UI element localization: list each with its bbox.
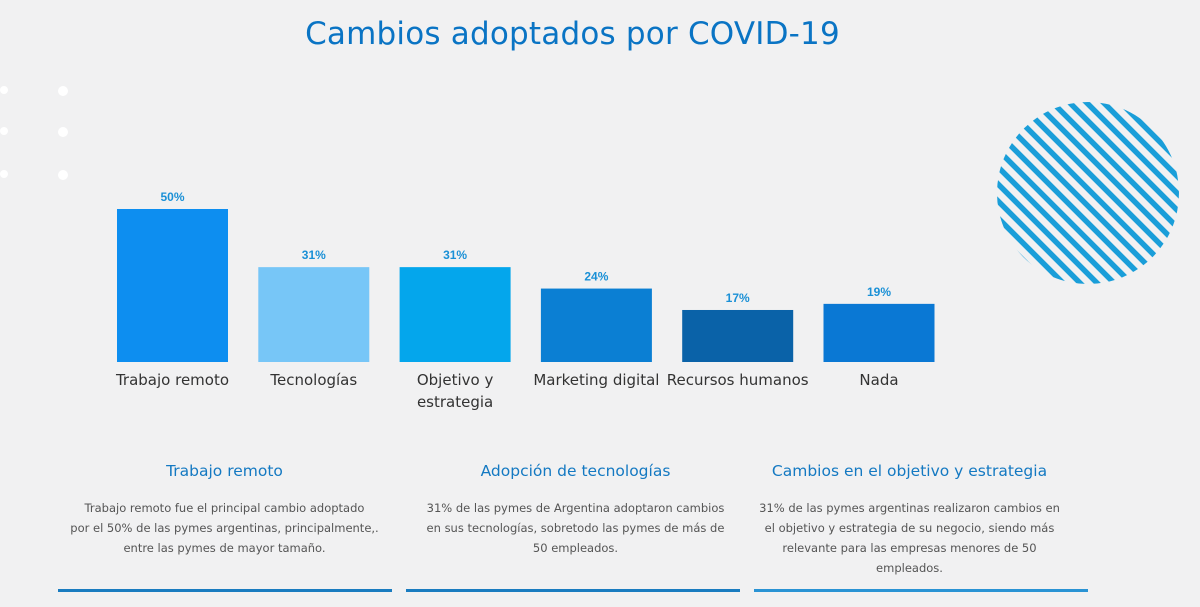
stripe <box>1099 102 1179 284</box>
stripe <box>997 102 1179 284</box>
info-card-line: entre las pymes de mayor tamaño. <box>123 541 326 555</box>
category-label: Recursos humanos <box>667 371 809 389</box>
info-card-heading: Adopción de tecnologías <box>480 462 671 480</box>
category-label: Tecnologías <box>269 371 357 389</box>
info-card-heading: Trabajo remoto <box>166 462 283 480</box>
bar <box>823 303 935 362</box>
bar-chart: 50% Trabajo remoto 31% Tecnologías 31% Objeti… <box>115 190 935 411</box>
stripe <box>997 102 1102 284</box>
info-card-text: 31% de las pymes de Argentina adoptaron … <box>408 498 743 558</box>
stripe <box>997 102 1136 284</box>
bar-value-label: 50% <box>160 190 184 204</box>
info-card-remote: Trabajo remoto Trabajo remoto fue el pri… <box>57 462 392 558</box>
bar-value-label: 31% <box>302 248 326 262</box>
bar <box>117 209 228 362</box>
dot <box>0 170 8 178</box>
category-label: Marketing digital <box>533 371 659 389</box>
category-label: Trabajo remoto <box>115 371 229 389</box>
stripe <box>1031 102 1179 284</box>
divider-line <box>406 589 740 592</box>
category-label: Nada <box>859 371 898 389</box>
stripe <box>997 102 1085 284</box>
info-card-line: 50 empleados. <box>532 541 619 555</box>
info-card-line: el objetivo y estrategia de su negocio, … <box>764 521 1055 535</box>
info-card-line: relevante para las empresas menores de 5… <box>782 541 1037 555</box>
bar-value-label: 24% <box>584 270 608 284</box>
stripe <box>1082 102 1179 284</box>
dot <box>0 86 8 94</box>
info-card-line: en sus tecnologías, sobretodo las pymes … <box>426 521 725 535</box>
dot <box>0 127 8 135</box>
bar-value-label: 31% <box>443 248 467 262</box>
bar <box>258 267 370 362</box>
category-label: Objetivo y estrategia <box>417 371 494 411</box>
chart-title: Cambios adoptados por COVID-19 <box>305 16 840 52</box>
info-card-heading: Cambios en el objetivo y estrategia <box>771 462 1048 480</box>
stripe <box>1048 102 1179 284</box>
info-card-line: por el 50% de las pymes argentinas, prin… <box>70 521 379 535</box>
dot <box>58 170 68 180</box>
info-card-line: 31% de las pymes argentinas realizaron c… <box>759 501 1060 515</box>
info-card-text: Trabajo remoto fue el principal cambio a… <box>57 498 392 558</box>
stripe <box>997 102 1068 284</box>
divider-line <box>754 589 1088 592</box>
bar <box>540 288 652 362</box>
striped-circle-decoration <box>997 102 1179 284</box>
stripe <box>997 102 1153 284</box>
stripe <box>997 102 1119 284</box>
info-card-strategy: Cambios en el objetivo y estrategia 31% … <box>737 462 1082 578</box>
bar-value-label: 19% <box>867 285 891 299</box>
bar <box>682 309 794 362</box>
info-card-line: Trabajo remoto fue el principal cambio a… <box>84 501 365 515</box>
bar <box>399 267 511 362</box>
dot <box>58 86 68 96</box>
bar-value-label: 17% <box>726 291 750 305</box>
info-card-line: empleados. <box>876 561 943 575</box>
stripe <box>1116 102 1179 284</box>
stripe <box>1065 102 1179 284</box>
info-card-text: 31% de las pymes argentinas realizaron c… <box>737 498 1082 578</box>
info-card-line: 31% de las pymes de Argentina adoptaron … <box>426 501 725 515</box>
divider-line <box>58 589 392 592</box>
info-card-technology: Adopción de tecnologías 31% de las pymes… <box>408 462 743 558</box>
dot <box>58 127 68 137</box>
